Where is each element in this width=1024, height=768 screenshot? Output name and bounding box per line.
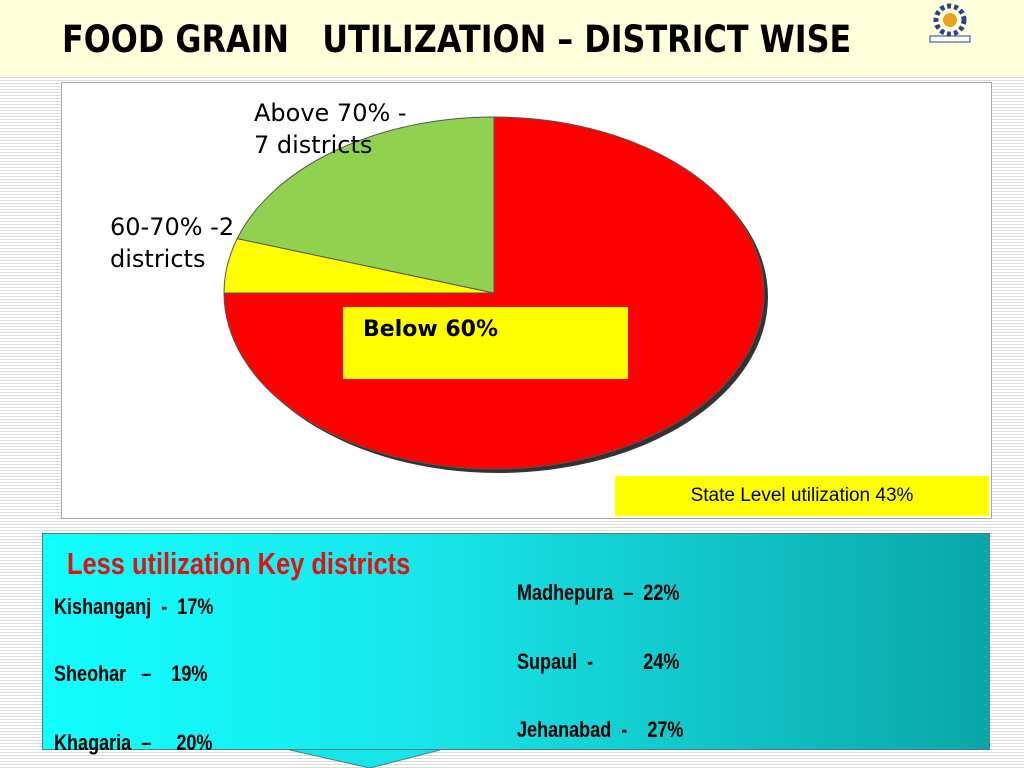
page-title: Food Grain Utilization – District wise: [62, 18, 852, 61]
less-utilization-panel: Less utilization Key districts Kishangan…: [42, 533, 990, 755]
pie-chart-area: Above 70% - 7 districts 60-70% -2 distri…: [61, 82, 992, 519]
district-item: Madhepura – 22%: [517, 580, 680, 605]
pie-slice-above-70: [236, 116, 495, 294]
state-level-utilization: State Level utilization 43%: [615, 476, 989, 516]
district-item: Khagaria – 20%: [54, 730, 213, 755]
pie-chart: [223, 116, 768, 473]
pie-label-below-60: Below 60%: [363, 317, 498, 342]
district-item: Jehanabad - 27%: [517, 717, 684, 742]
below-60-label-box: Below 60%: [343, 307, 628, 379]
district-item: Sheohar – 19%: [54, 661, 208, 686]
district-item: Supaul - 24%: [517, 649, 680, 674]
title-band: Food Grain Utilization – District wise: [0, 0, 1024, 76]
pie-label-60-70: 60-70% -2 districts: [110, 213, 235, 273]
panel-heading: Less utilization Key districts: [67, 546, 411, 581]
pie-label-above-70: Above 70% - 7 districts: [254, 99, 407, 159]
gear-logo-icon: [929, 3, 971, 43]
district-item: Kishanganj - 17%: [54, 594, 214, 619]
